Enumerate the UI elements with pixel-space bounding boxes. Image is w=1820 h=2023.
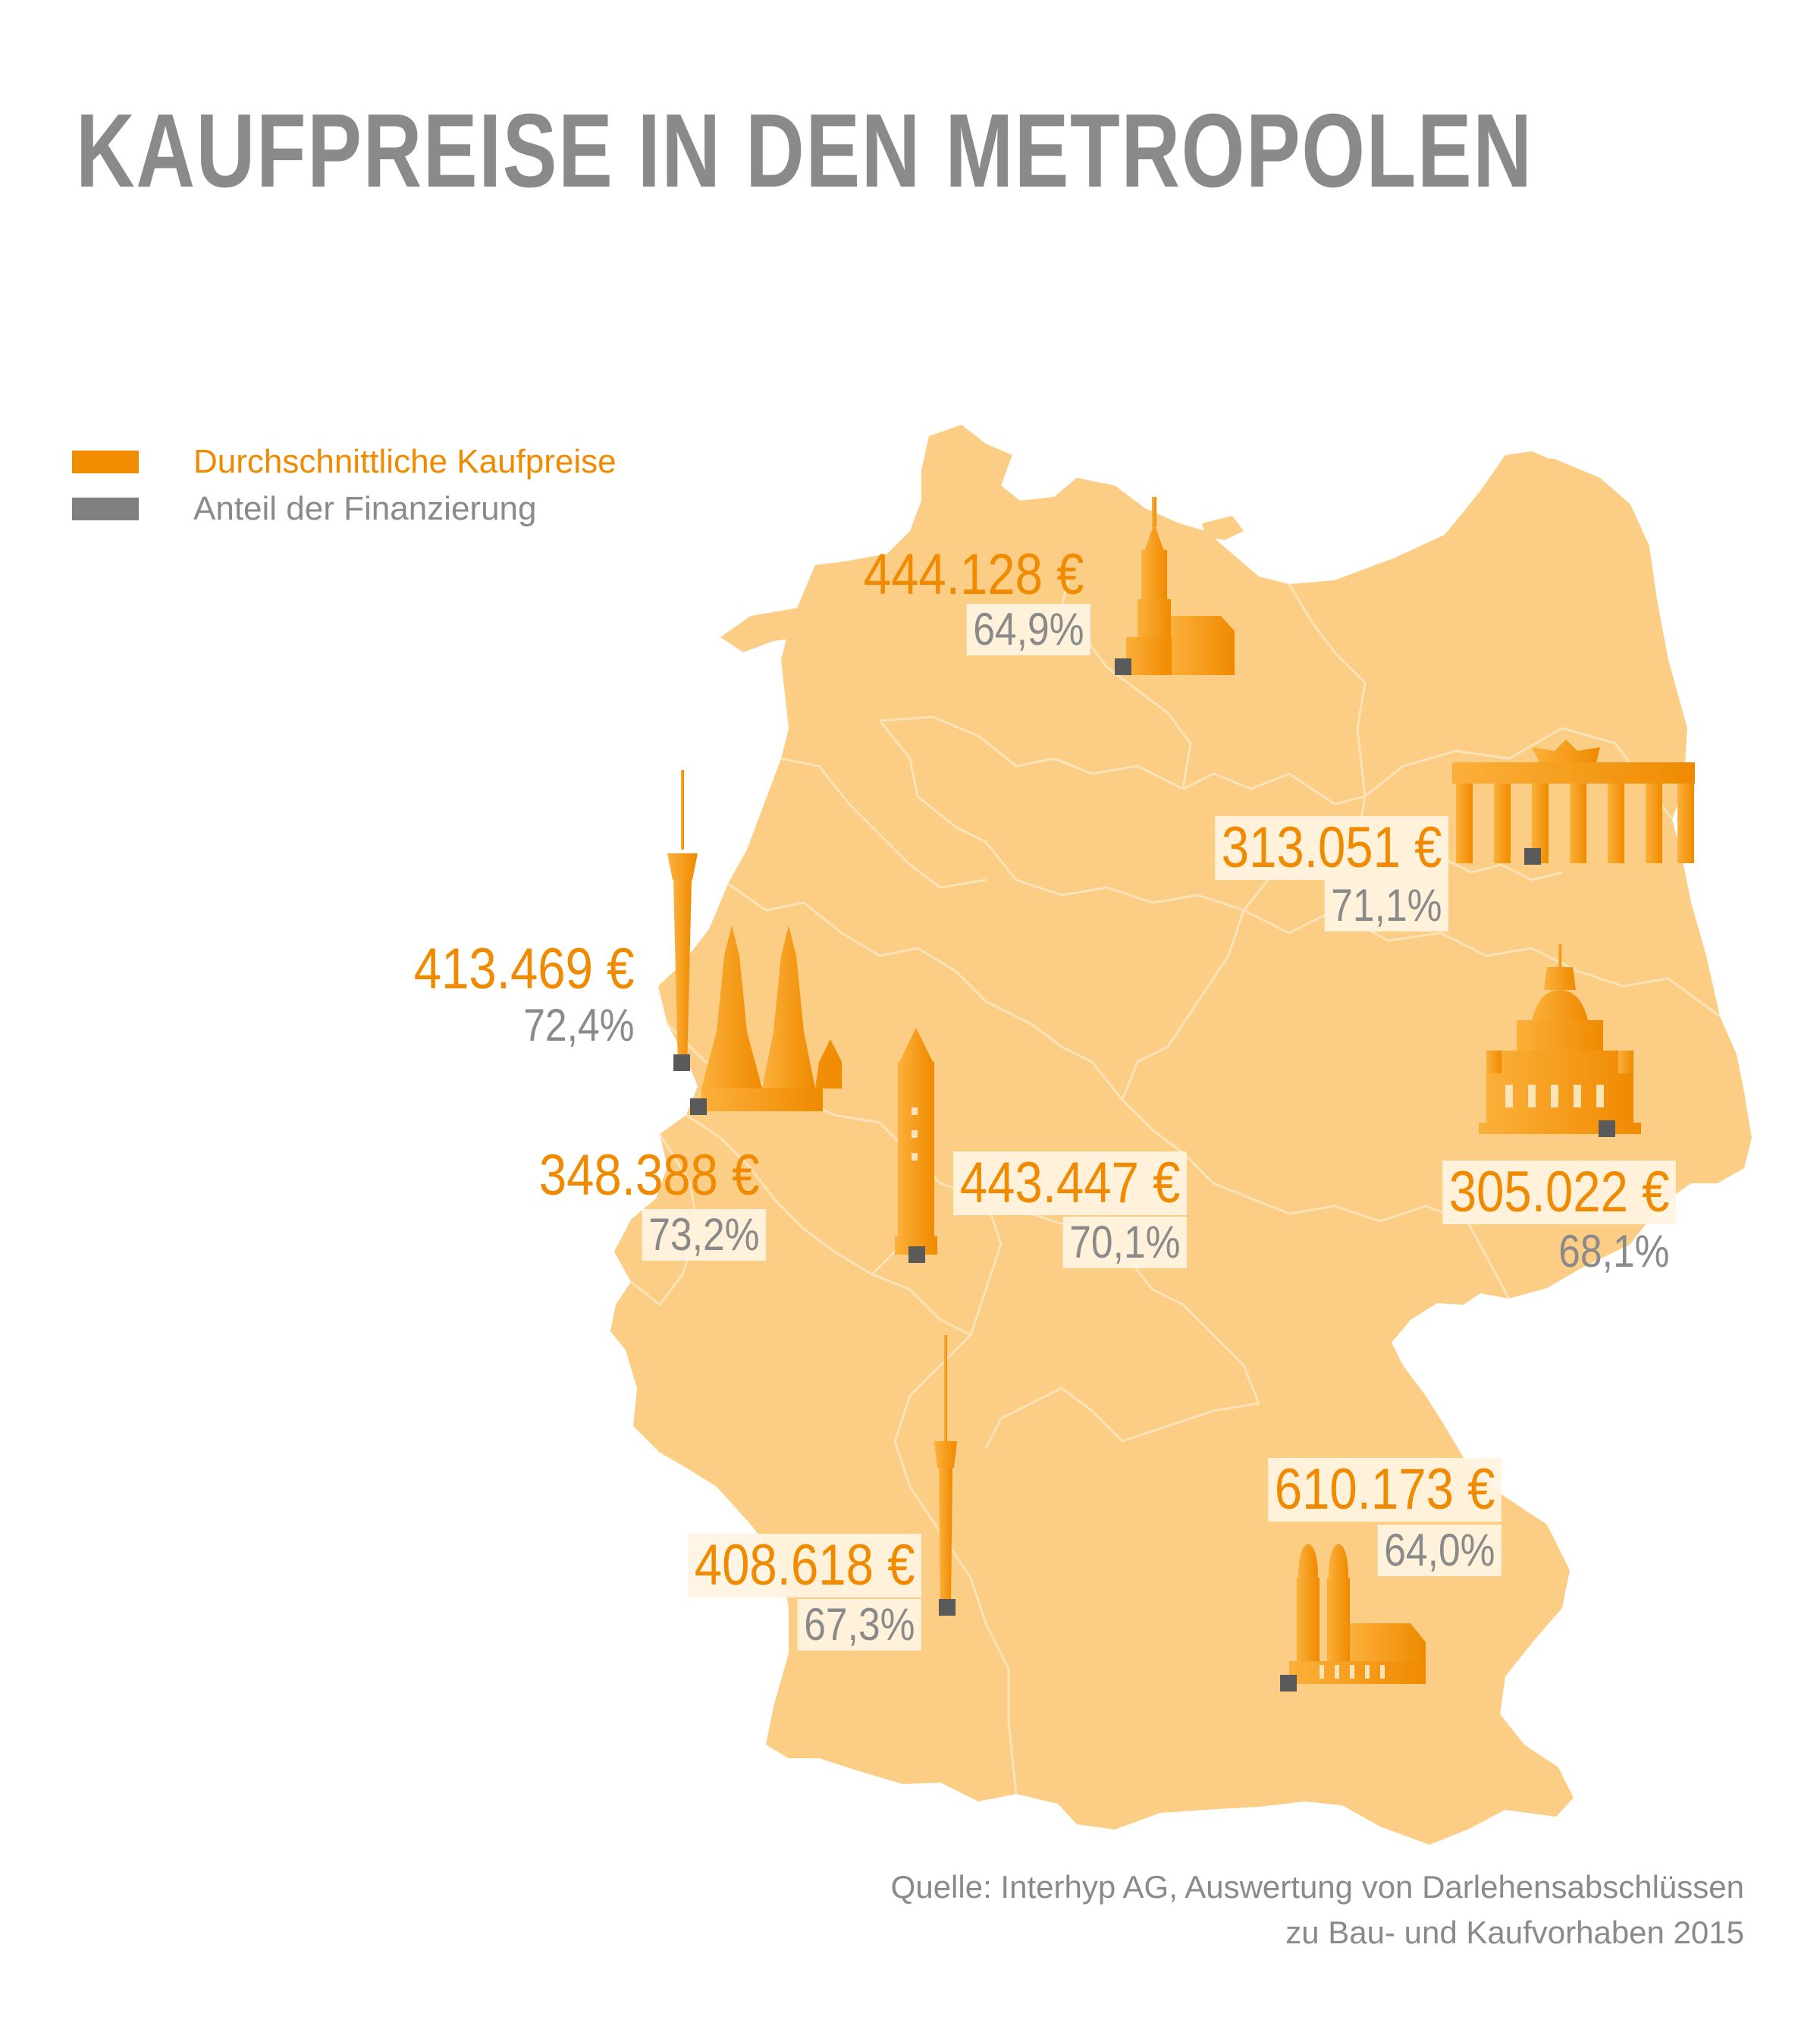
tv-tower-icon	[667, 770, 698, 1070]
price-duesseldorf: 413.469 €	[413, 937, 635, 1001]
page-title: KAUFPREISE IN DEN METROPOLEN	[76, 93, 1533, 209]
share-berlin: 71,1%	[1324, 880, 1448, 931]
cathedral-icon	[701, 925, 842, 1111]
marker-dresden	[1599, 1120, 1615, 1137]
legend-swatch-price	[72, 451, 139, 473]
legend-label-share: Anteil der Finanzierung	[193, 490, 537, 527]
price-stuttgart: 408.618 €	[688, 1534, 921, 1597]
source-note: Quelle: Interhyp AG, Auswertung von Darl…	[891, 1864, 1744, 1955]
tv-tower-stuttgart-icon	[934, 1335, 957, 1604]
legend-swatch-share	[72, 498, 139, 520]
frauenkirche-icon	[1479, 944, 1641, 1134]
price-frankfurt: 443.447 €	[953, 1151, 1187, 1215]
legend: Durchschnittliche Kaufpreise Anteil der …	[72, 438, 617, 532]
marker-stuttgart	[939, 1599, 956, 1616]
church-tower-icon	[1126, 497, 1235, 675]
marker-berlin	[1524, 848, 1541, 865]
share-muenchen: 64,0%	[1377, 1525, 1502, 1576]
share-hamburg: 64,9%	[966, 604, 1090, 655]
marker-hamburg	[1115, 658, 1131, 675]
share-frankfurt: 70,1%	[1062, 1217, 1187, 1268]
legend-item-price: Durchschnittliche Kaufpreise	[72, 438, 617, 485]
skyscraper-icon	[895, 1028, 937, 1255]
frauenkirche-windows	[1505, 1085, 1604, 1107]
frisian-coast	[720, 592, 940, 652]
price-koeln: 348.388 €	[538, 1143, 760, 1208]
island-ruegen	[1505, 451, 1562, 497]
marker-koeln	[690, 1098, 707, 1115]
price-muenchen: 610.173 €	[1268, 1458, 1502, 1522]
price-berlin: 313.051 €	[1215, 816, 1448, 880]
marker-frankfurt	[908, 1246, 925, 1263]
source-line-2: zu Bau- und Kaufvorhaben 2015	[1285, 1915, 1744, 1950]
share-dresden: 68,1%	[1558, 1226, 1670, 1277]
munich-windows	[1320, 1665, 1385, 1679]
legend-item-share: Anteil der Finanzierung	[72, 485, 617, 532]
price-dresden: 305.022 €	[1442, 1161, 1676, 1224]
price-hamburg: 444.128 €	[863, 542, 1084, 607]
legend-label-price: Durchschnittliche Kaufpreise	[193, 443, 617, 480]
brandenburg-gate-icon	[1452, 740, 1695, 863]
share-koeln: 73,2%	[642, 1209, 766, 1261]
island-fehmarn	[1202, 516, 1244, 540]
share-duesseldorf: 72,4%	[523, 1000, 635, 1051]
marker-duesseldorf	[673, 1054, 690, 1071]
marker-muenchen	[1280, 1675, 1297, 1692]
island-north	[925, 436, 957, 543]
share-stuttgart: 67,3%	[797, 1599, 921, 1651]
source-line-1: Quelle: Interhyp AG, Auswertung von Darl…	[890, 1869, 1744, 1905]
skyscraper-windows	[912, 1107, 918, 1161]
